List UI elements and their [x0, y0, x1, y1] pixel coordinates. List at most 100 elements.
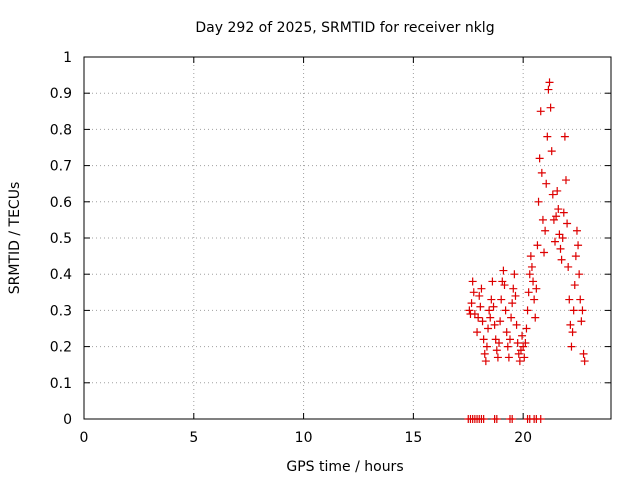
data-point — [476, 302, 485, 311]
data-point — [498, 277, 507, 286]
y-tick-label: 0.4 — [50, 267, 72, 283]
data-point — [510, 270, 519, 279]
data-point — [531, 313, 540, 322]
data-point — [480, 349, 489, 358]
y-tick-label: 0.2 — [50, 340, 72, 356]
data-point — [482, 342, 491, 351]
data-point — [564, 262, 573, 271]
data-point — [504, 353, 513, 362]
x-tick-labels: 0 5 10 15 20 — [80, 430, 533, 446]
data-point — [577, 317, 586, 326]
data-point — [509, 284, 518, 293]
data-point — [487, 295, 496, 304]
data-point — [477, 284, 486, 293]
data-point — [479, 415, 488, 423]
x-tick-label: 5 — [189, 430, 198, 446]
x-tick-label: 20 — [514, 430, 532, 446]
data-point — [502, 328, 511, 337]
data-point — [542, 179, 551, 188]
y-tick-label: 0.5 — [50, 231, 72, 247]
data-point — [490, 320, 499, 329]
data-point — [497, 295, 506, 304]
data-point — [499, 266, 508, 275]
data-point — [507, 313, 516, 322]
data-point — [552, 212, 561, 221]
data-point — [473, 328, 482, 337]
y-tick-label: 1 — [63, 50, 72, 66]
data-point — [492, 346, 501, 355]
data-point — [522, 324, 531, 333]
data-point — [521, 338, 530, 347]
data-point — [508, 299, 517, 308]
data-point — [488, 277, 497, 286]
y-tick-label: 0.7 — [50, 159, 72, 175]
data-point — [569, 306, 578, 315]
data-point — [576, 295, 585, 304]
data-point — [474, 313, 483, 322]
data-point — [558, 234, 567, 242]
data-point — [541, 226, 550, 235]
data-point — [492, 415, 501, 423]
data-point — [501, 306, 510, 315]
data-point — [536, 415, 545, 423]
x-tick-label: 0 — [80, 430, 89, 446]
data-point — [520, 353, 529, 362]
data-point — [557, 255, 566, 264]
data-point — [527, 262, 536, 271]
data-point — [525, 270, 534, 279]
y-tick-label: 0.1 — [50, 376, 72, 392]
y-tick-label: 0.3 — [50, 303, 72, 319]
data-point — [548, 190, 557, 199]
series-SRMTID — [465, 78, 589, 366]
data-point — [563, 219, 572, 228]
data-point — [567, 342, 576, 351]
data-point — [512, 320, 521, 329]
y-tick-label: 0 — [63, 412, 72, 428]
data-point — [468, 277, 477, 286]
data-point — [508, 415, 517, 423]
data-point — [495, 338, 504, 347]
x-tick-label: 15 — [404, 430, 422, 446]
data-point — [484, 324, 493, 333]
data-point — [519, 342, 528, 351]
data-point — [535, 154, 544, 163]
data-point — [575, 270, 584, 279]
data-point — [523, 306, 532, 315]
data-point — [538, 215, 547, 224]
data-point — [579, 349, 588, 358]
data-point — [537, 168, 546, 177]
data-point — [514, 349, 523, 358]
data-point — [530, 295, 539, 304]
data-point — [491, 335, 500, 344]
data-point — [544, 85, 553, 94]
data-point — [505, 335, 514, 344]
data-point — [559, 208, 568, 217]
data-point — [560, 132, 569, 141]
x-axis-label: GPS time / hours — [286, 459, 403, 475]
x-tick-label: 10 — [295, 430, 313, 446]
data-point — [518, 331, 527, 340]
data-point — [479, 335, 488, 344]
data-point — [493, 353, 502, 362]
y-tick-label: 0.8 — [50, 122, 72, 138]
data-point — [578, 306, 587, 315]
data-point — [565, 295, 574, 304]
y-tick-label: 0.6 — [50, 195, 72, 211]
series-zero-level — [464, 415, 545, 423]
data-point — [545, 78, 554, 87]
data-point — [568, 328, 577, 337]
data-point — [503, 342, 512, 351]
data-point — [543, 132, 552, 141]
data-point — [489, 302, 498, 311]
data-point — [580, 357, 589, 366]
y-tick-label: 0.9 — [50, 86, 72, 102]
data-point — [532, 284, 541, 293]
data-point — [556, 244, 565, 253]
data-point — [481, 357, 490, 366]
data-point — [554, 205, 563, 214]
data-point — [551, 237, 560, 246]
data-point — [540, 248, 549, 257]
data-point — [513, 338, 522, 347]
data-point — [469, 288, 478, 297]
data-point — [515, 357, 524, 366]
